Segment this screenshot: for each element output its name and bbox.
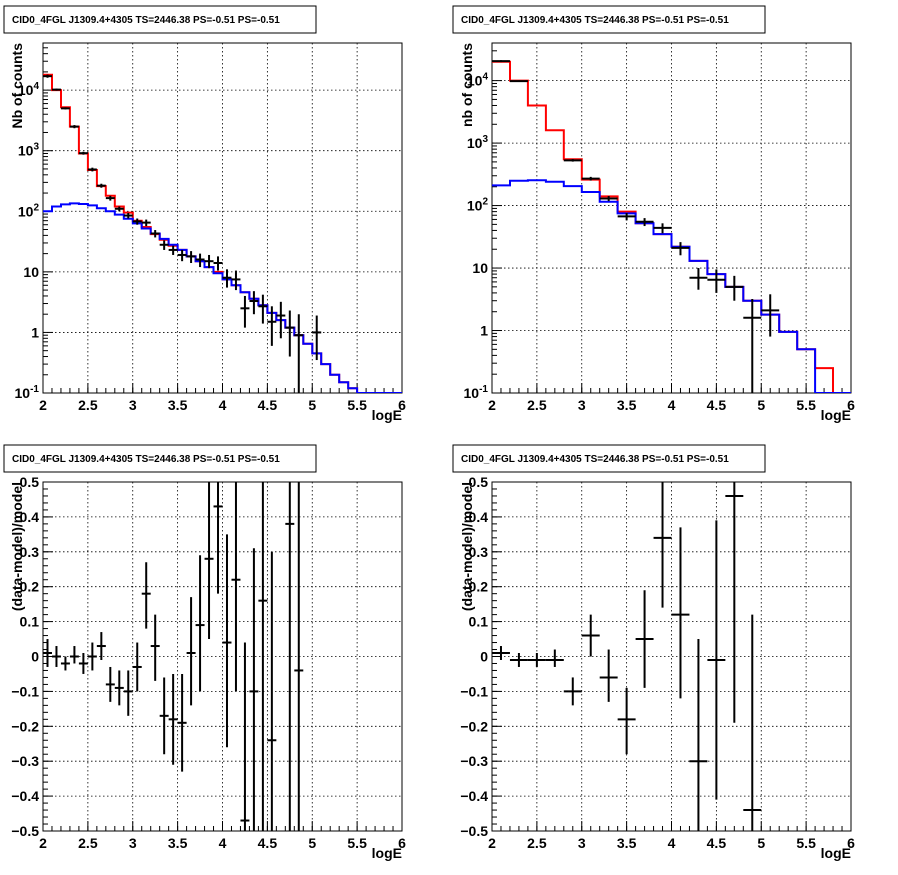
x-tick-label: 3.5 <box>617 397 637 413</box>
x-tick-label: 5.5 <box>796 835 816 851</box>
x-tick-label: 4.5 <box>258 835 278 851</box>
y-tick-label: −0.3 <box>460 753 488 769</box>
y-tick-label: 0.5 <box>20 474 40 490</box>
x-tick-label: 3 <box>129 397 137 413</box>
x-tick-label: 2.5 <box>527 397 547 413</box>
y-tick-label: 0.2 <box>20 579 40 595</box>
series-1-step-line <box>43 73 402 393</box>
x-tick-label: 4 <box>668 397 676 413</box>
y-tick-label: −0.5 <box>11 823 39 839</box>
x-tick-label: 5 <box>757 835 765 851</box>
chart-title: CID0_4FGL J1309.4+4305 TS=2446.38 PS=-0.… <box>461 15 729 26</box>
chart-panel-1: CID0_4FGL J1309.4+4305 TS=2446.38 PS=-0.… <box>3 5 406 423</box>
y-tick-label: 10-1 <box>15 384 40 401</box>
x-tick-label: 2 <box>488 835 496 851</box>
x-tick-label: 4 <box>219 835 227 851</box>
y-tick-label: 0 <box>31 649 39 665</box>
x-tick-label: 6 <box>847 397 855 413</box>
chart-title: CID0_4FGL J1309.4+4305 TS=2446.38 PS=-0.… <box>12 454 280 465</box>
y-tick-label: 0.3 <box>20 544 40 560</box>
x-tick-label: 6 <box>398 835 406 851</box>
x-axis-title: logE <box>372 845 402 861</box>
y-tick-label: −0.4 <box>460 788 488 804</box>
y-tick-label: 10 <box>23 264 39 280</box>
y-tick-label: 1 <box>480 323 488 339</box>
x-tick-label: 4.5 <box>707 397 727 413</box>
title-box <box>452 5 766 34</box>
x-axis-title: logE <box>821 407 851 423</box>
x-tick-label: 5 <box>308 835 316 851</box>
chart-title: CID0_4FGL J1309.4+4305 TS=2446.38 PS=-0.… <box>461 454 729 465</box>
chart-panel-4: CID0_4FGL J1309.4+4305 TS=2446.38 PS=-0.… <box>452 444 855 861</box>
title-box <box>452 444 766 473</box>
y-axis-title: (data-model)/model <box>459 482 475 611</box>
chart-panel-3: CID0_4FGL J1309.4+4305 TS=2446.38 PS=-0.… <box>3 444 406 861</box>
y-tick-label: 102 <box>18 202 40 219</box>
series-2-step-line <box>43 202 402 393</box>
x-tick-label: 3.5 <box>168 397 188 413</box>
y-tick-label: 0 <box>480 649 488 665</box>
series-2-step-line <box>492 179 851 393</box>
chart-panel-2: CID0_4FGL J1309.4+4305 TS=2446.38 PS=-0.… <box>452 5 855 423</box>
x-tick-label: 6 <box>398 397 406 413</box>
y-tick-label: 0.4 <box>20 509 40 525</box>
y-tick-label: 0.3 <box>469 544 489 560</box>
x-tick-label: 2.5 <box>527 835 547 851</box>
y-tick-label: −0.3 <box>11 753 39 769</box>
x-tick-label: 3 <box>578 397 586 413</box>
y-tick-label: 10-1 <box>464 384 489 401</box>
y-tick-label: −0.4 <box>11 788 39 804</box>
y-tick-label: 103 <box>18 142 40 159</box>
y-tick-label: 0.4 <box>469 509 489 525</box>
x-tick-label: 2.5 <box>78 397 98 413</box>
y-axis-title: nb of counts <box>459 43 475 127</box>
x-tick-label: 4.5 <box>707 835 727 851</box>
x-tick-label: 2.5 <box>78 835 98 851</box>
y-tick-label: −0.1 <box>11 683 39 699</box>
data-layer <box>43 482 304 831</box>
x-tick-label: 5 <box>757 397 765 413</box>
x-axis-title: logE <box>372 407 402 423</box>
data-layer <box>492 60 851 393</box>
x-tick-label: 2 <box>488 397 496 413</box>
y-tick-label: 0.5 <box>469 474 489 490</box>
y-tick-label: 0.2 <box>469 579 489 595</box>
x-tick-label: 5.5 <box>347 835 367 851</box>
title-box <box>3 444 317 473</box>
data-layer <box>43 73 402 393</box>
y-tick-label: 104 <box>467 72 489 89</box>
x-tick-label: 4 <box>219 397 227 413</box>
y-tick-label: −0.2 <box>460 718 488 734</box>
y-tick-label: 0.1 <box>469 614 489 630</box>
x-tick-label: 3 <box>578 835 586 851</box>
x-tick-label: 5 <box>308 397 316 413</box>
y-tick-label: 1 <box>31 324 39 340</box>
y-tick-label: 10 <box>472 260 488 276</box>
y-tick-label: −0.2 <box>11 718 39 734</box>
x-tick-label: 4.5 <box>258 397 278 413</box>
y-tick-label: −0.1 <box>460 683 488 699</box>
x-tick-label: 5.5 <box>796 397 816 413</box>
x-tick-label: 4 <box>668 835 676 851</box>
x-tick-label: 2 <box>39 397 47 413</box>
y-axis-title: (data-model)/model <box>9 482 25 611</box>
x-tick-label: 3.5 <box>168 835 188 851</box>
y-axis-title: Nb of counts <box>9 43 25 129</box>
y-tick-label: 0.1 <box>20 614 40 630</box>
y-tick-label: 104 <box>18 81 40 98</box>
chart-title: CID0_4FGL J1309.4+4305 TS=2446.38 PS=-0.… <box>12 15 280 26</box>
y-tick-label: 102 <box>467 197 489 214</box>
data-layer <box>492 482 762 831</box>
x-tick-label: 6 <box>847 835 855 851</box>
y-tick-label: 103 <box>467 134 489 151</box>
x-axis-title: logE <box>821 845 851 861</box>
x-tick-label: 5.5 <box>347 397 367 413</box>
title-box <box>3 5 317 34</box>
y-tick-label: −0.5 <box>460 823 488 839</box>
x-tick-label: 3.5 <box>617 835 637 851</box>
x-tick-label: 3 <box>129 835 137 851</box>
x-tick-label: 2 <box>39 835 47 851</box>
